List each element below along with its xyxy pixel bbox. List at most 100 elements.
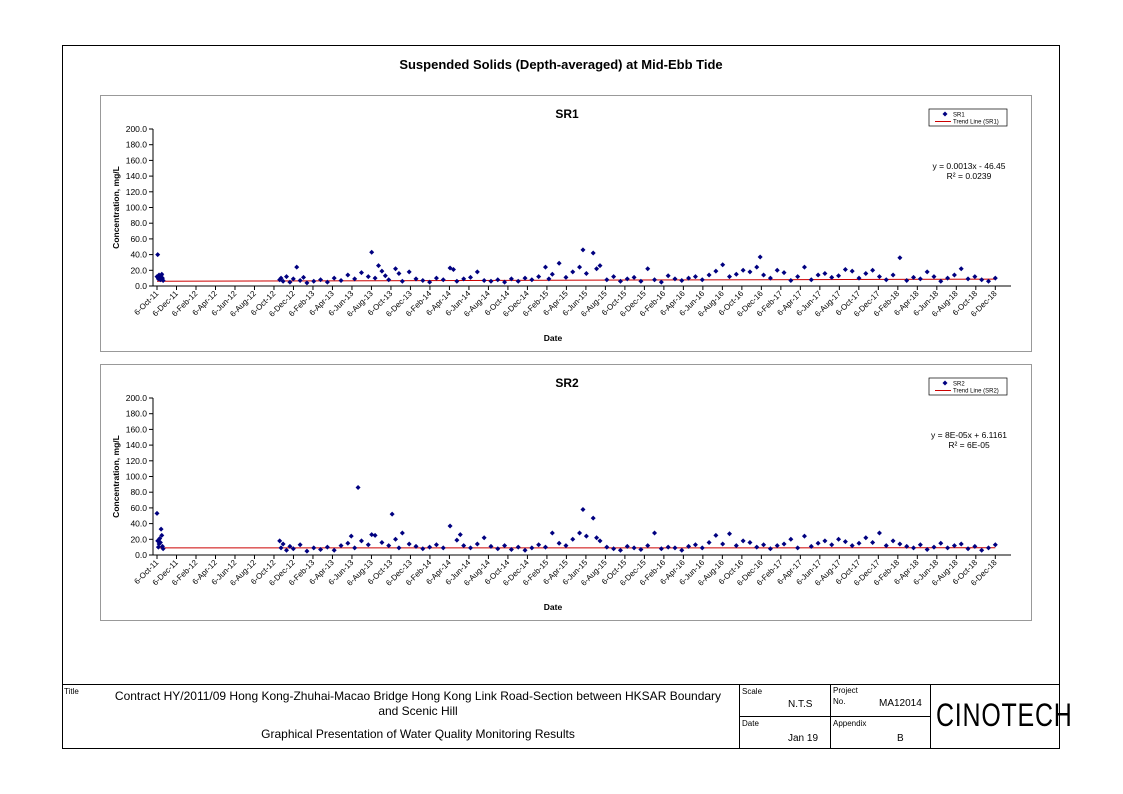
data-point (358, 538, 364, 544)
data-point (638, 547, 644, 553)
data-point (468, 274, 474, 280)
data-point (481, 278, 487, 284)
page-frame (62, 45, 1060, 749)
data-point (788, 536, 794, 542)
data-point (904, 543, 910, 549)
data-point (352, 545, 358, 551)
data-point (159, 532, 165, 538)
legend-trend-label: Trend Line (SR2) (953, 389, 999, 395)
data-point (495, 277, 501, 283)
data-point (542, 264, 548, 270)
y-tick-label: 200.0 (126, 124, 148, 134)
data-point (706, 539, 712, 545)
data-point (945, 275, 951, 281)
y-tick-label: 140.0 (126, 440, 148, 450)
data-point (290, 276, 296, 282)
data-point (358, 270, 364, 276)
data-point (287, 543, 293, 549)
data-point (842, 539, 848, 545)
data-point (985, 278, 991, 284)
report-subtitle: Graphical Presentation of Water Quality … (261, 727, 575, 741)
data-point (297, 542, 303, 548)
data-point (945, 545, 951, 551)
trend-equation: y = 0.0013x - 46.45 (932, 161, 1005, 171)
data-point (699, 277, 705, 283)
legend-series-label: SR1 (953, 113, 965, 119)
chart-title: SR2 (555, 376, 579, 390)
data-point (365, 542, 371, 548)
data-point (876, 530, 882, 536)
data-point (447, 523, 453, 529)
data-point (515, 278, 521, 284)
data-point (369, 249, 375, 255)
contract-title: Contract HY/2011/09 Hong Kong-Zhuhai-Mac… (102, 689, 734, 719)
data-point (808, 543, 814, 549)
data-point (536, 542, 542, 548)
data-point (617, 547, 623, 553)
data-point (420, 278, 426, 284)
x-axis-label: Date (544, 602, 563, 612)
data-point (713, 268, 719, 274)
data-point (672, 276, 678, 282)
data-point (890, 272, 896, 278)
project-label: Project (833, 686, 858, 695)
data-point (311, 278, 317, 284)
data-point (577, 264, 583, 270)
data-point (318, 277, 324, 283)
data-point (836, 273, 842, 279)
data-point (727, 274, 733, 280)
project-no: MA12014 (879, 698, 922, 709)
data-point (972, 543, 978, 549)
data-point (876, 274, 882, 280)
data-point (406, 541, 412, 547)
data-point (440, 545, 446, 551)
data-point (992, 275, 998, 281)
data-point (399, 278, 405, 284)
data-point (972, 274, 978, 280)
data-point (393, 266, 399, 272)
data-point (324, 544, 330, 550)
legend-marker (942, 111, 948, 117)
data-point (420, 546, 426, 552)
chart-sr2-svg: SR2 0.0 20.0 40.0 60.0 80.0 100.0 120.0 140.0 160… (111, 376, 1011, 612)
data-point (529, 277, 535, 283)
data-point (529, 545, 535, 551)
data-point (376, 263, 382, 269)
data-point (658, 546, 664, 552)
data-point (652, 277, 658, 283)
data-point (713, 532, 719, 538)
data-point (733, 543, 739, 549)
chart-sr2: SR2 0.0 20.0 40.0 60.0 80.0 100.0 120.0 140.0 160… (100, 364, 1032, 621)
data-point (958, 266, 964, 272)
y-tick-label: 100.0 (126, 203, 148, 213)
data-point (917, 542, 923, 548)
data-point (965, 546, 971, 552)
data-point (672, 545, 678, 551)
data-point (508, 276, 514, 282)
data-point (556, 260, 562, 266)
contract-title-line1: Contract HY/2011/09 Hong Kong-Zhuhai-Mac… (114, 689, 722, 703)
data-point (338, 278, 344, 284)
data-point (597, 538, 603, 544)
data-point (549, 530, 555, 536)
data-point (604, 544, 610, 550)
title-cell: Title Contract HY/2011/09 Hong Kong-Zhuh… (62, 685, 739, 749)
data-point (747, 269, 753, 275)
data-point (318, 547, 324, 553)
data-point (979, 277, 985, 283)
appendix-cell: Appendix B (830, 717, 930, 749)
data-point (311, 545, 317, 551)
data-point (154, 510, 160, 516)
data-point (396, 270, 402, 276)
data-point (658, 279, 664, 285)
data-point (692, 274, 698, 280)
title-block: Title Contract HY/2011/09 Hong Kong-Zhuh… (62, 684, 1072, 749)
data-point (280, 278, 286, 284)
data-point (546, 276, 552, 282)
data-point (304, 548, 310, 554)
data-point (733, 271, 739, 277)
data-point (781, 541, 787, 547)
trend-r-squared: R² = 0.0239 (947, 171, 992, 181)
data-point (433, 275, 439, 281)
data-point (665, 544, 671, 550)
